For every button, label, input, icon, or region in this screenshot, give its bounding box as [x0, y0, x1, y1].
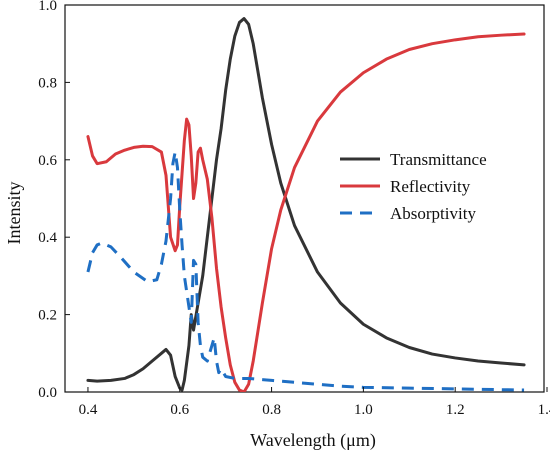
- x-tick-label: 1.0: [354, 402, 373, 418]
- x-tick-label: 0.4: [79, 402, 98, 418]
- plot-border: [64, 4, 545, 393]
- x-tick-label: 1.2: [446, 402, 465, 418]
- y-tick-label: 0.2: [38, 308, 57, 324]
- series-layer: [86, 17, 526, 392]
- x-axis-title: Wavelength (μm): [250, 430, 376, 451]
- legend-label-transmittance: Transmittance: [390, 150, 487, 169]
- y-tick-label: 0.4: [38, 230, 57, 246]
- x-tick-label: 0.8: [262, 402, 281, 418]
- y-tick-label: 0.8: [38, 75, 57, 91]
- series-line-absorptivity: [86, 150, 525, 392]
- y-tick-label: 0.6: [38, 153, 57, 169]
- x-tick-label: 1.4: [538, 402, 550, 418]
- plot-frame: [64, 4, 545, 393]
- legend-label-reflectivity: Reflectivity: [390, 177, 471, 196]
- y-axis-title: Intensity: [4, 182, 24, 245]
- x-tick-label: 0.6: [170, 402, 189, 418]
- series-line-reflectivity: [86, 32, 526, 392]
- y-axis: 0.0 0.2 0.4 0.6 0.8 1.0: [38, 0, 70, 401]
- legend-label-absorptivity: Absorptivity: [390, 204, 476, 223]
- y-tick-label: 1.0: [38, 0, 57, 14]
- legend: Transmittance Reflectivity Absorptivity: [340, 150, 487, 223]
- y-tick-label: 0.0: [38, 385, 57, 401]
- series-line-transmittance: [86, 17, 526, 392]
- x-axis: 0.4 0.6 0.8 1.0 1.2 1.4: [79, 387, 550, 418]
